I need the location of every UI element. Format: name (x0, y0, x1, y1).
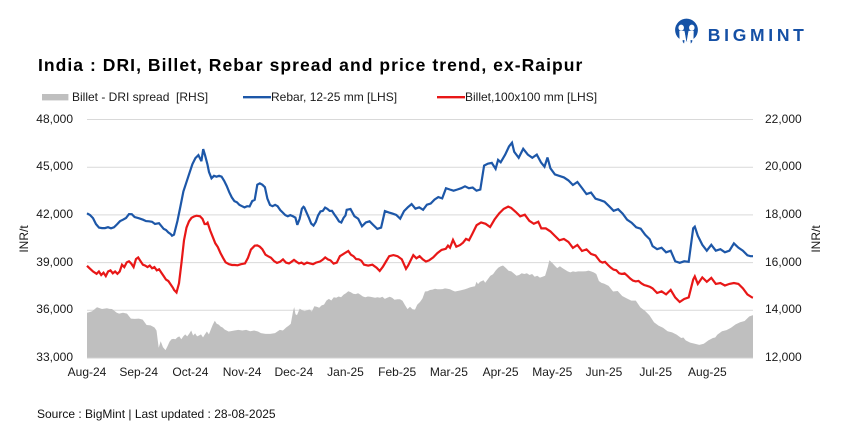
svg-text:BIGMINT: BIGMINT (708, 25, 808, 45)
